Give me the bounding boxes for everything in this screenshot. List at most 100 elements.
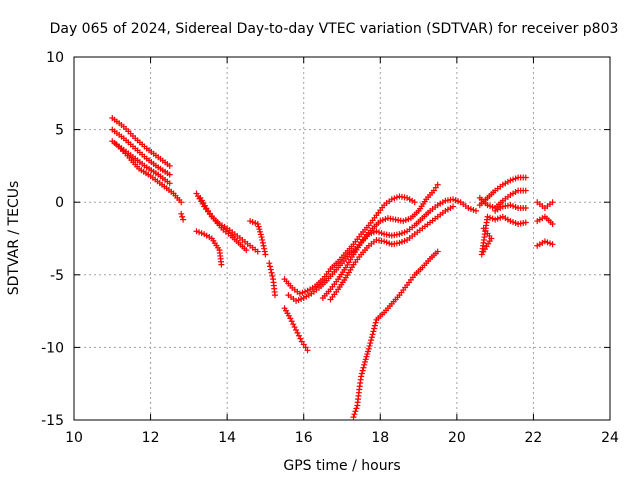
data-point [434,181,441,188]
series-track-23 [534,238,556,249]
data-point [180,216,187,223]
data-point [291,324,298,331]
tick-labels: 10 12 14 16 18 20 22 24 10 5 0 -5 -10 -15 [41,50,619,446]
series-track-21 [534,199,556,212]
data-point [166,180,173,187]
data-point [178,210,185,217]
data-point [370,328,377,335]
data-point [268,269,275,276]
grid [74,57,610,420]
data-point [549,241,556,248]
series-track-5 [178,210,187,223]
series-track-7 [197,194,250,254]
series-track-15 [281,305,311,354]
data-point [522,219,529,226]
data-point [434,248,441,255]
data-point [450,203,457,210]
data-point [304,347,311,354]
data-point [363,353,370,360]
data-point [351,411,358,418]
x-tick-label: 14 [218,430,236,446]
data-point [261,245,268,252]
data-point [259,236,266,243]
data-point [260,242,267,249]
data-point [522,174,529,181]
series-track-17 [476,174,529,209]
series-track-2 [109,126,173,178]
data-point [473,207,479,214]
data-point [362,356,369,363]
series-track-22 [534,213,556,227]
data-point [361,361,368,368]
data-point [367,340,374,347]
data-point [297,335,304,342]
data-point [257,231,264,238]
x-tick-label: 10 [65,430,83,446]
data-point [259,239,266,246]
data-point [365,345,372,352]
data-point [272,292,278,299]
x-tick-label: 18 [371,430,389,446]
chart-title: Day 065 of 2024, Sidereal Day-to-day VTE… [50,21,619,37]
series-track-11 [281,193,418,297]
y-tick-label: -15 [41,413,64,429]
data-point [254,220,261,227]
data-point [368,337,375,344]
data-point [178,199,185,206]
data-point [372,319,379,326]
data-point [257,228,264,235]
data-point [364,351,371,358]
data-point [262,251,269,258]
data-point [358,373,365,380]
series-track-14 [327,203,457,303]
data-point [549,220,556,227]
series-track-1 [109,114,173,169]
x-tick-label: 16 [295,430,313,446]
data-point [255,223,262,230]
data-point [243,247,250,254]
data-point [295,332,302,339]
data-point [371,325,378,332]
x-tick-label: 22 [525,430,543,446]
series-track-19 [478,213,529,258]
data-point [350,414,357,421]
data-point [366,342,373,349]
series-track-20 [492,202,529,214]
data-point [166,162,173,169]
data-point [365,348,372,355]
series-track-10 [266,260,278,299]
data-point [218,261,225,268]
series-track-9 [247,218,269,258]
data-point [288,318,295,325]
series-track-18 [476,187,529,212]
data-point [266,260,273,267]
data-point [293,326,300,333]
plot-frame [73,56,611,421]
series-track-13 [319,196,479,302]
data-point [353,405,360,412]
y-tick-label: -5 [50,268,64,284]
y-tick-label: -10 [41,340,64,356]
data-point [371,322,378,329]
data-point [361,358,368,365]
axis-ticks [73,56,611,421]
data-point [261,248,268,255]
y-tick-label: 5 [55,123,64,139]
data-point [267,266,274,273]
data-point [352,408,359,415]
data-point [368,334,375,341]
data-point [522,187,529,194]
y-tick-label: 0 [55,195,64,211]
x-tick-label: 24 [601,430,619,446]
x-tick-label: 20 [448,430,466,446]
data-point [411,199,418,206]
data-point [254,248,261,255]
y-tick-label: 10 [46,50,64,66]
data-point [258,234,265,241]
y-axis-label: SDTVAR / TECUs [6,181,22,296]
data-marks [109,114,556,421]
data-point [522,205,529,212]
x-tick-label: 12 [142,430,160,446]
series-track-4 [113,141,185,206]
x-axis-label: GPS time / hours [283,458,400,474]
